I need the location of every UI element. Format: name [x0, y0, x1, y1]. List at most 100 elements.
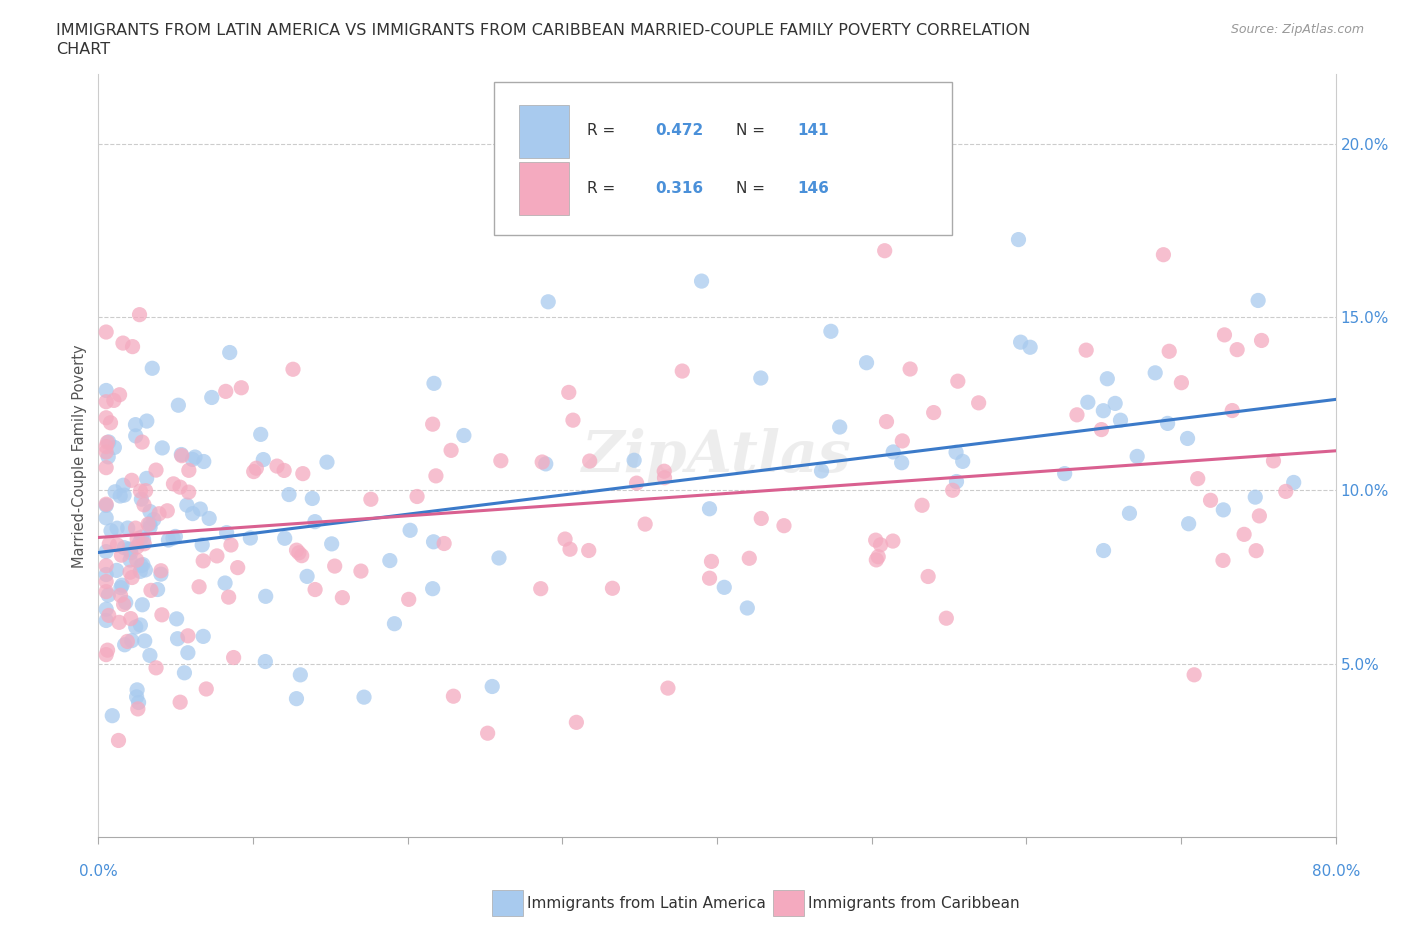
Point [135, 414, 157, 429]
Point [136, 517, 159, 532]
Point [131, 492, 153, 507]
Point [245, 460, 267, 475]
Point [120, 552, 142, 567]
Point [254, 589, 277, 604]
Point [101, 709, 124, 724]
Point [713, 580, 735, 595]
Point [96, 567, 118, 582]
Point [105, 538, 128, 552]
Point [157, 533, 180, 548]
Point [399, 523, 422, 538]
Point [96, 613, 118, 628]
Point [117, 634, 139, 649]
Point [489, 453, 512, 468]
Point [530, 581, 553, 596]
FancyBboxPatch shape [519, 105, 568, 158]
Point [219, 538, 242, 552]
Point [1156, 416, 1178, 431]
Point [882, 445, 904, 459]
Point [97, 449, 120, 464]
Point [323, 559, 346, 574]
Point [873, 244, 896, 259]
Point [188, 579, 211, 594]
Point [353, 690, 375, 705]
Point [623, 453, 645, 468]
Point [149, 566, 172, 581]
Point [602, 581, 624, 596]
Point [1152, 247, 1174, 262]
Point [865, 552, 887, 567]
Point [177, 463, 200, 478]
Point [121, 472, 143, 487]
Point [118, 541, 141, 556]
Point [132, 532, 155, 547]
Point [96, 439, 118, 454]
Point [384, 617, 406, 631]
Point [254, 654, 277, 669]
Point [218, 590, 240, 604]
Text: 0.472: 0.472 [655, 124, 703, 139]
Point [148, 506, 170, 521]
Point [97, 608, 120, 623]
Point [626, 475, 648, 490]
Point [97, 434, 120, 449]
Point [1090, 422, 1112, 437]
Point [1019, 339, 1042, 354]
Point [865, 533, 887, 548]
Point [214, 576, 236, 591]
Point [749, 511, 772, 525]
Point [96, 435, 118, 450]
Point [111, 578, 134, 592]
Point [699, 571, 721, 586]
Point [1077, 395, 1099, 410]
Point [301, 491, 323, 506]
Point [131, 434, 153, 449]
Text: IMMIGRANTS FROM LATIN AMERICA VS IMMIGRANTS FROM CARIBBEAN MARRIED-COUPLE FAMILY: IMMIGRANTS FROM LATIN AMERICA VS IMMIGRA… [56, 23, 1031, 38]
Point [129, 484, 152, 498]
Point [205, 549, 228, 564]
Point [125, 429, 148, 444]
Point [1212, 553, 1234, 568]
Point [537, 295, 560, 310]
Point [565, 715, 588, 730]
Point [127, 531, 149, 546]
Point [177, 485, 200, 499]
Point [406, 489, 429, 504]
Point [131, 530, 153, 545]
Point [96, 584, 118, 599]
Point [129, 558, 152, 573]
Point [108, 488, 131, 503]
Point [195, 682, 218, 697]
Point [440, 443, 463, 458]
Point [1250, 333, 1272, 348]
Point [1144, 365, 1167, 380]
Text: R =: R = [588, 124, 620, 139]
Text: ZipAtlas: ZipAtlas [582, 428, 852, 484]
Point [441, 689, 464, 704]
Point [114, 637, 136, 652]
Point [103, 440, 125, 455]
Point [120, 542, 142, 557]
Point [193, 454, 215, 469]
Point [425, 469, 447, 484]
Point [876, 414, 898, 429]
Point [1220, 403, 1243, 418]
Point [891, 433, 914, 448]
Point [170, 448, 193, 463]
Point [176, 498, 198, 512]
Point [398, 591, 420, 606]
Point [922, 405, 945, 420]
Point [291, 466, 314, 481]
Point [1118, 506, 1140, 521]
Point [304, 582, 326, 597]
Point [150, 441, 173, 456]
Point [1282, 475, 1305, 490]
Point [222, 650, 245, 665]
Point [120, 545, 142, 560]
Point [165, 529, 187, 544]
Point [1092, 543, 1115, 558]
Point [167, 398, 190, 413]
Text: N =: N = [735, 181, 769, 196]
Point [285, 691, 308, 706]
Point [360, 492, 382, 507]
